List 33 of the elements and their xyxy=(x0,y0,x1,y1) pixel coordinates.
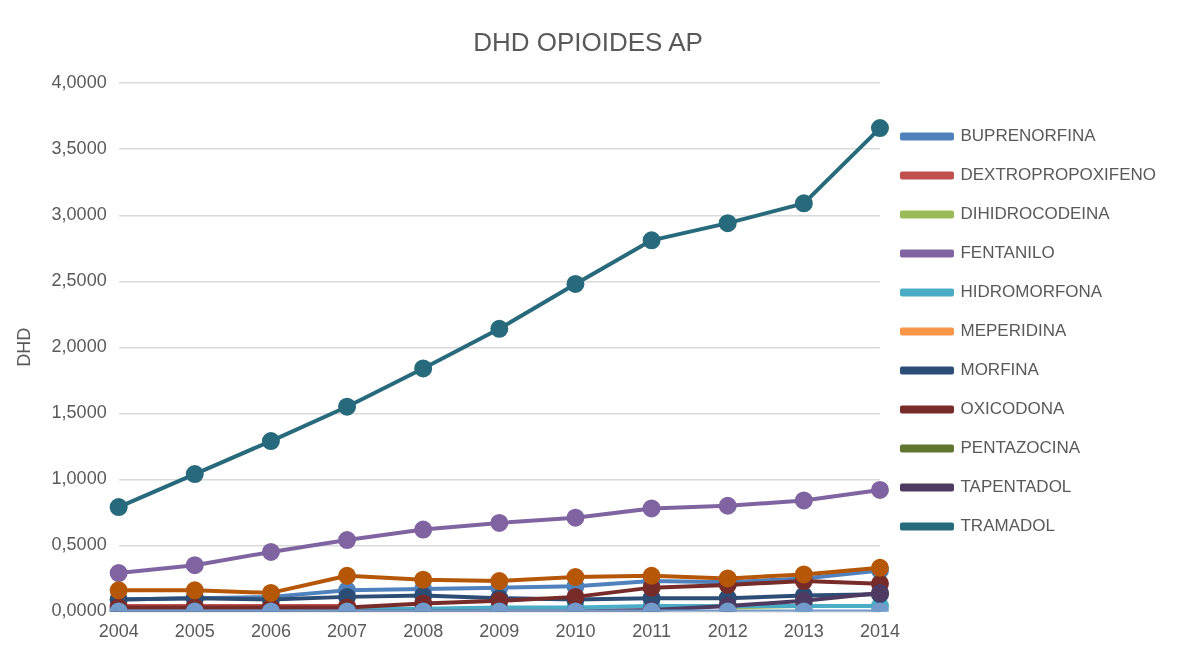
legend-label: DIHIDROCODEINA xyxy=(960,204,1111,224)
x-tick-label: 2005 xyxy=(174,621,215,642)
legend-label: DEXTROPROPOXIFENO xyxy=(960,165,1157,185)
x-tick-label: 2010 xyxy=(555,621,596,642)
x-tick-label: 2012 xyxy=(707,621,748,642)
y-tick-label: 2,0000 xyxy=(51,336,107,357)
x-tick-label: 2014 xyxy=(859,621,900,642)
x-tick-label: 2004 xyxy=(98,621,139,642)
x-tick-label: 2007 xyxy=(327,621,368,642)
x-tick-label: 2013 xyxy=(783,621,824,642)
x-tick-label: 2008 xyxy=(403,621,444,642)
legend-label: PENTAZOCINA xyxy=(960,438,1081,458)
y-axis-title: DHD xyxy=(13,327,34,367)
y-tick-label: 0,0000 xyxy=(51,600,107,621)
x-tick-label: 2009 xyxy=(479,621,520,642)
x-tick-label: 2011 xyxy=(632,621,671,642)
y-tick-label: 4,0000 xyxy=(51,72,107,93)
legend-label: TAPENTADOL xyxy=(960,477,1072,497)
legend-label: FENTANILO xyxy=(960,243,1055,263)
legend-label: HIDROMORFONA xyxy=(960,282,1103,302)
y-tick-label: 3,5000 xyxy=(51,138,107,159)
y-tick-label: 1,0000 xyxy=(51,468,107,489)
y-tick-label: 3,0000 xyxy=(51,204,107,225)
x-tick-label: 2006 xyxy=(250,621,291,642)
y-tick-label: 2,5000 xyxy=(51,270,107,291)
legend-label: BUPRENORFINA xyxy=(960,126,1097,146)
y-tick-label: 0,5000 xyxy=(51,534,107,555)
legend-label: MORFINA xyxy=(960,360,1040,380)
legend-label: OXICODONA xyxy=(960,399,1066,419)
legend-label: MEPERIDINA xyxy=(960,321,1067,341)
legend-label: TRAMADOL xyxy=(960,516,1055,536)
chart-title: DHD OPIOIDES AP xyxy=(473,26,703,57)
y-tick-label: 1,5000 xyxy=(51,402,107,423)
